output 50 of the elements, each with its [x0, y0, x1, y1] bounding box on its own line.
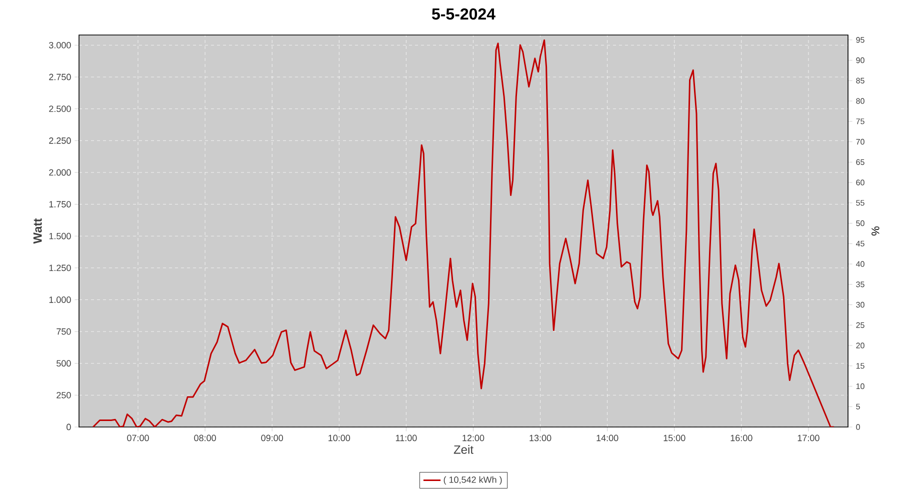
y-tick-label: 250 — [56, 392, 71, 398]
y-tick-label: 2.000 — [49, 169, 71, 176]
y2-tick-label: 0 — [856, 424, 860, 430]
y2-tick-label: 90 — [856, 57, 864, 64]
y2-tick-label: 5 — [856, 404, 860, 410]
y2-tick-label: 35 — [856, 282, 864, 288]
y2-tick-label: 25 — [856, 322, 864, 328]
y2-tick-label: 40 — [856, 261, 864, 267]
y2-tick-label: 80 — [856, 98, 864, 104]
x-tick-label: 17:00 — [798, 434, 820, 442]
y2-tick-label: 10 — [856, 383, 864, 390]
line-series — [92, 39, 835, 427]
x-tick-label: 09:00 — [261, 434, 284, 442]
y2-tick-label: 75 — [856, 118, 864, 124]
y2-tick-label: 85 — [856, 78, 864, 84]
y2-axis-title: % — [872, 226, 880, 236]
y-tick-label: 2.500 — [49, 106, 71, 112]
y2-tick-label: 30 — [856, 302, 864, 308]
y2-tick-label: 70 — [856, 138, 864, 145]
x-axis-title: Zeit — [454, 445, 474, 454]
y-tick-label: 0 — [66, 424, 71, 430]
x-tick-label: 12:00 — [462, 434, 484, 442]
y2-tick-label: 20 — [856, 342, 864, 348]
y-tick-label: 3.000 — [49, 42, 71, 48]
x-tick-label: 07:00 — [127, 434, 149, 442]
x-tick-label: 10:00 — [328, 434, 350, 442]
y2-tick-label: 50 — [856, 220, 864, 226]
x-tick-label: 13:00 — [530, 434, 552, 442]
x-tick-label: 15:00 — [664, 434, 686, 442]
y-tick-label: 1.750 — [49, 201, 71, 208]
x-tick-label: 16:00 — [730, 434, 752, 442]
y-tick-label: 1.500 — [49, 232, 71, 240]
y-tick-label: 1.250 — [49, 264, 71, 272]
y2-tick-label: 95 — [856, 37, 864, 43]
y2-tick-label: 55 — [856, 200, 864, 206]
y-tick-label: 750 — [56, 328, 71, 335]
x-tick-label: 08:00 — [194, 434, 216, 442]
y-axis-title: Watt — [33, 218, 42, 244]
chart-title: 5-5-2024 — [432, 8, 496, 20]
y-tick-label: 2.250 — [49, 137, 71, 144]
y-tick-label: 2.750 — [49, 74, 71, 80]
y2-tick-label: 45 — [856, 240, 864, 246]
y2-tick-label: 60 — [856, 180, 864, 186]
legend-label: ( 10,542 kWh ) — [444, 476, 502, 485]
x-tick-label: 14:00 — [596, 434, 618, 442]
y2-tick-label: 65 — [856, 159, 864, 165]
x-tick-label: 11:00 — [396, 434, 417, 442]
y2-tick-label: 15 — [856, 363, 864, 369]
y-tick-label: 500 — [56, 360, 71, 367]
y-tick-label: 1.000 — [49, 296, 71, 303]
